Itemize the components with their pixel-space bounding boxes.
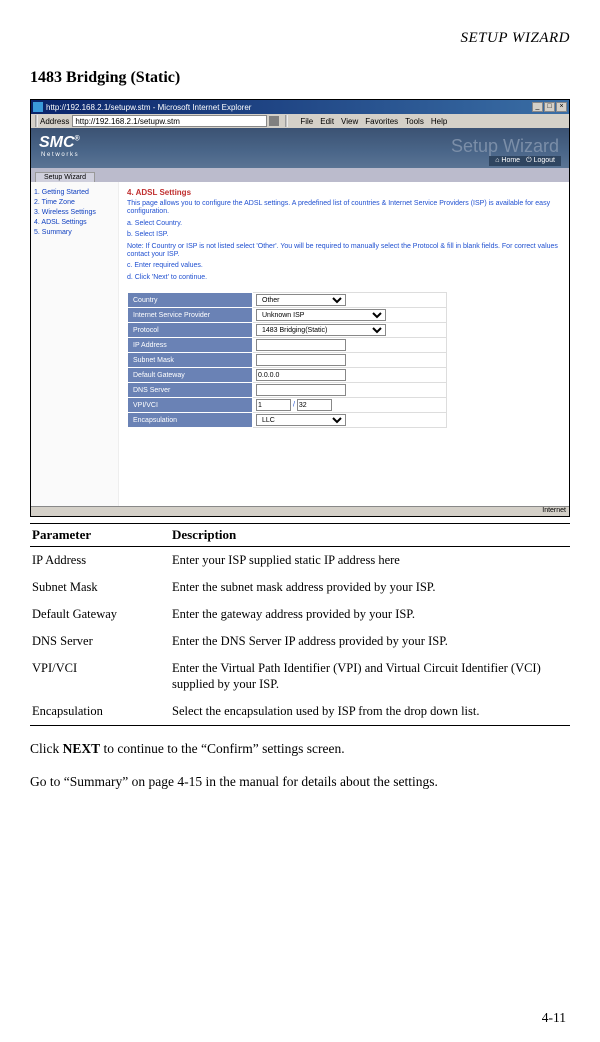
param-name: IP Address: [30, 547, 170, 574]
param-desc: Enter your ISP supplied static IP addres…: [170, 547, 570, 574]
maximize-button[interactable]: □: [544, 102, 555, 112]
logout-link[interactable]: ⏻ Logout: [526, 157, 555, 165]
form-field: 1483 Bridging(Static): [253, 323, 447, 338]
tab-setup-wizard[interactable]: Setup Wizard: [35, 172, 95, 182]
smc-networks: N e t w o r k s: [41, 152, 78, 158]
menu-tools[interactable]: Tools: [405, 117, 424, 126]
panel-intro: This page allows you to configure the AD…: [127, 200, 561, 217]
status-zone: Internet: [542, 507, 566, 516]
sidebar-item-3[interactable]: 3. Wireless Settings: [34, 209, 115, 216]
page-header: SETUP WIZARD: [30, 30, 570, 47]
section-title: 1483 Bridging (Static): [30, 69, 570, 87]
window-title: http://192.168.2.1/setupw.stm - Microsof…: [46, 103, 251, 112]
main-panel: 4. ADSL Settings This page allows you to…: [119, 182, 569, 506]
th-description: Description: [170, 524, 570, 547]
form-select[interactable]: 1483 Bridging(Static): [256, 324, 386, 336]
param-name: Default Gateway: [30, 601, 170, 628]
sidebar-item-5[interactable]: 5. Summary: [34, 229, 115, 236]
param-desc: Enter the subnet mask address provided b…: [170, 574, 570, 601]
form-label: IP Address: [128, 338, 253, 353]
panel-a: a. Select Country.: [127, 220, 561, 228]
go-button[interactable]: [269, 116, 279, 126]
form-label: VPI/VCI: [128, 398, 253, 413]
smc-banner-text: Setup Wizard: [451, 136, 559, 157]
menu-edit[interactable]: Edit: [320, 117, 334, 126]
menu-view[interactable]: View: [341, 117, 358, 126]
body-text-1: Click NEXT to continue to the “Confirm” …: [30, 740, 570, 759]
smc-logo: SMC®: [39, 134, 80, 152]
param-desc: Enter the Virtual Path Identifier (VPI) …: [170, 655, 570, 699]
next-bold: NEXT: [63, 741, 101, 756]
sidebar-item-1[interactable]: 1. Getting Started: [34, 189, 115, 196]
param-desc: Select the encapsulation used by ISP fro…: [170, 698, 570, 725]
smc-links: ⌂ Home ⏻ Logout: [489, 156, 561, 166]
parameter-table: Parameter Description IP AddressEnter yo…: [30, 523, 570, 726]
ie-icon: [33, 102, 43, 112]
form-label: Protocol: [128, 323, 253, 338]
window-titlebar: http://192.168.2.1/setupw.stm - Microsof…: [31, 100, 569, 114]
adsl-form-table: CountryOtherInternet Service ProviderUnk…: [127, 292, 447, 428]
form-field: [253, 353, 447, 368]
menu-file[interactable]: File: [300, 117, 313, 126]
param-name: DNS Server: [30, 628, 170, 655]
smc-header: SMC® N e t w o r k s Setup Wizard ⌂ Home…: [31, 128, 569, 168]
address-input[interactable]: [72, 115, 267, 127]
panel-heading: 4. ADSL Settings: [127, 188, 561, 197]
close-button[interactable]: ×: [556, 102, 567, 112]
status-bar: Internet: [31, 506, 569, 516]
vci-input[interactable]: [297, 399, 332, 411]
form-input[interactable]: [256, 369, 346, 381]
menu-favorites[interactable]: Favorites: [365, 117, 398, 126]
form-field: [253, 338, 447, 353]
panel-c: c. Enter required values.: [127, 262, 561, 270]
screenshot-box: http://192.168.2.1/setupw.stm - Microsof…: [30, 99, 570, 517]
sidebar-item-2[interactable]: 2. Time Zone: [34, 199, 115, 206]
panel-note: Note: If Country or ISP is not listed se…: [127, 243, 561, 260]
minimize-button[interactable]: _: [532, 102, 543, 112]
form-label: Country: [128, 293, 253, 308]
address-label: Address: [40, 117, 69, 126]
param-name: Encapsulation: [30, 698, 170, 725]
page-number: 4-11: [542, 1010, 566, 1026]
menubar: Address File Edit View Favorites Tools H…: [31, 114, 569, 128]
body-text-2: Go to “Summary” on page 4-15 in the manu…: [30, 773, 570, 792]
param-desc: Enter the gateway address provided by yo…: [170, 601, 570, 628]
form-input[interactable]: [256, 339, 346, 351]
panel-b: b. Select ISP.: [127, 231, 561, 239]
form-label: Subnet Mask: [128, 353, 253, 368]
sidebar-item-4[interactable]: 4. ADSL Settings: [34, 219, 115, 226]
form-field: LLC: [253, 413, 447, 428]
web-area: SMC® N e t w o r k s Setup Wizard ⌂ Home…: [31, 128, 569, 506]
form-select[interactable]: Unknown ISP: [256, 309, 386, 321]
form-input[interactable]: [256, 354, 346, 366]
param-desc: Enter the DNS Server IP address provided…: [170, 628, 570, 655]
param-name: Subnet Mask: [30, 574, 170, 601]
form-field: [253, 383, 447, 398]
vpi-input[interactable]: [256, 399, 291, 411]
form-label: DNS Server: [128, 383, 253, 398]
form-select[interactable]: LLC: [256, 414, 346, 426]
menu-help[interactable]: Help: [431, 117, 447, 126]
tab-row: Setup Wizard: [31, 168, 569, 182]
panel-d: d. Click 'Next' to continue.: [127, 274, 561, 282]
th-parameter: Parameter: [30, 524, 170, 547]
param-name: VPI/VCI: [30, 655, 170, 699]
form-field: Unknown ISP: [253, 308, 447, 323]
form-select[interactable]: Other: [256, 294, 346, 306]
form-label: Encapsulation: [128, 413, 253, 428]
form-field: /: [253, 398, 447, 413]
home-link[interactable]: ⌂ Home: [495, 157, 520, 165]
form-label: Internet Service Provider: [128, 308, 253, 323]
form-field: [253, 368, 447, 383]
form-label: Default Gateway: [128, 368, 253, 383]
form-field: Other: [253, 293, 447, 308]
sidebar: 1. Getting Started 2. Time Zone 3. Wirel…: [31, 182, 119, 506]
form-input[interactable]: [256, 384, 346, 396]
